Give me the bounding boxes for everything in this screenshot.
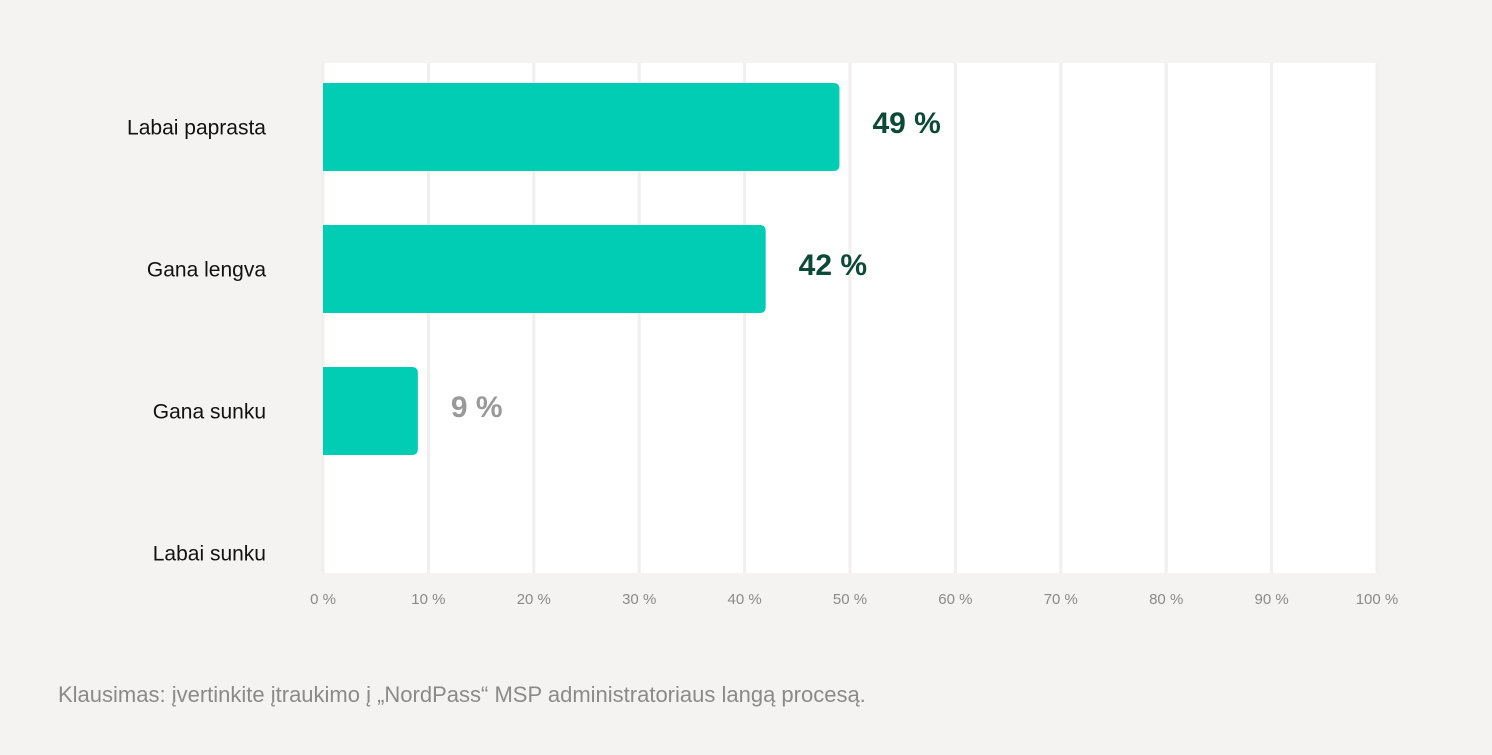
x-tick-label: 60 % — [938, 591, 972, 608]
bar — [323, 225, 766, 313]
x-tick-label: 90 % — [1254, 591, 1288, 608]
y-tick-label: Gana sunku — [153, 401, 266, 424]
x-tick-label: 70 % — [1044, 591, 1078, 608]
x-tick-label: 40 % — [727, 591, 761, 608]
x-tick-label: 50 % — [833, 591, 867, 608]
x-tick-label: 30 % — [622, 591, 656, 608]
y-tick-label: Labai sunku — [153, 543, 266, 566]
x-tick-label: 20 % — [517, 591, 551, 608]
y-tick-label: Labai paprasta — [127, 117, 266, 140]
x-tick-label: 0 % — [310, 591, 336, 608]
value-label: 9 % — [451, 391, 503, 424]
bar — [323, 83, 840, 171]
bar — [323, 367, 418, 455]
value-label: 49 % — [872, 107, 940, 140]
value-label: 42 % — [799, 249, 867, 282]
x-tick-label: 100 % — [1356, 591, 1399, 608]
x-tick-label: 80 % — [1149, 591, 1183, 608]
y-tick-label: Gana lengva — [147, 259, 266, 282]
x-tick-label: 10 % — [411, 591, 445, 608]
caption: Klausimas: įvertinkite įtraukimo į „Nord… — [58, 682, 866, 707]
